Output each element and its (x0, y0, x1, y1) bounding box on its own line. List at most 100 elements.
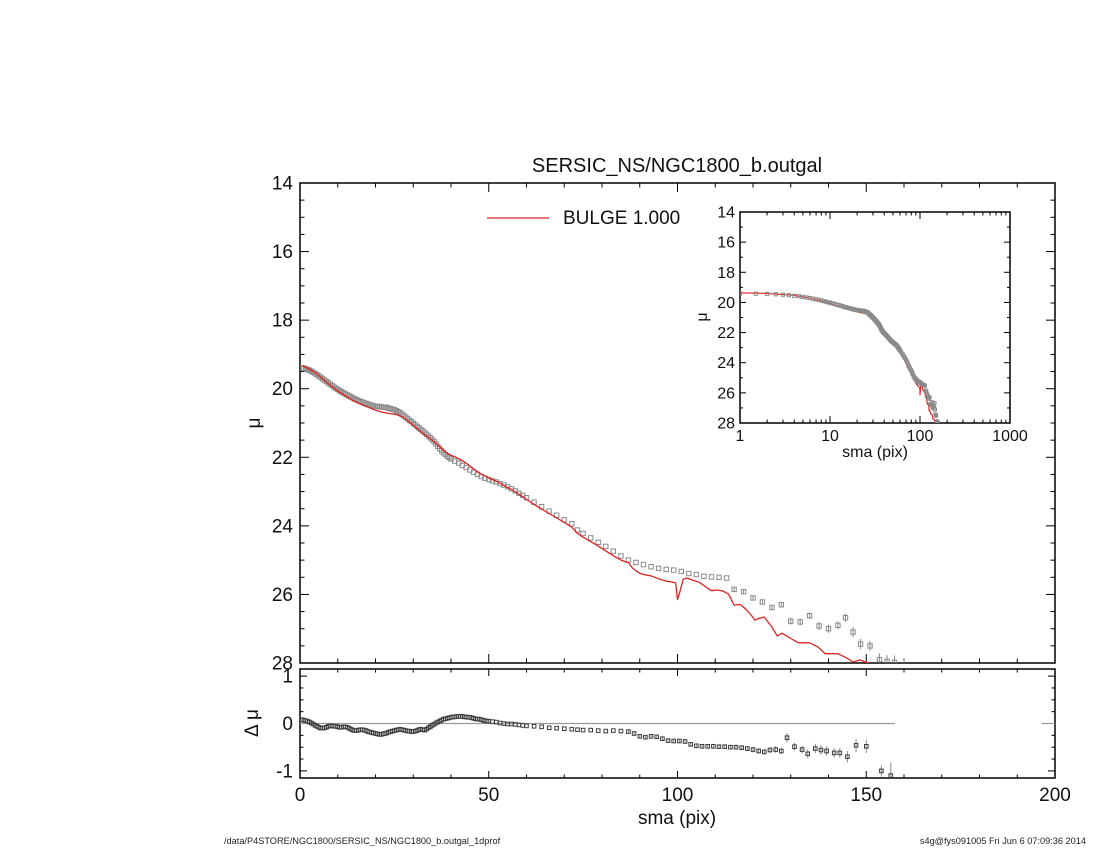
data-point-marker (633, 559, 639, 566)
data-point-marker (569, 521, 575, 527)
data-point-marker (716, 574, 722, 580)
bulge-model-line (301, 365, 870, 663)
residual-point-marker (845, 754, 850, 760)
legend-label: BULGE 1.000 (563, 208, 680, 229)
data-point-marker (603, 543, 609, 550)
residual-point-marker (805, 751, 811, 757)
data-point-marker (648, 564, 654, 570)
residual-point-marker (648, 734, 654, 739)
residual-point-marker (671, 738, 677, 744)
residual-point-marker (688, 742, 694, 747)
inset-data-point-marker (765, 291, 770, 297)
data-point-marker (686, 570, 692, 577)
inset-data-point-marker (924, 389, 929, 394)
residual-point-marker (799, 747, 805, 752)
inset-data-point-marker (935, 420, 940, 423)
tick-label: 16 (717, 235, 735, 252)
inset-data-point-marker (796, 294, 801, 299)
tick-label: 10 (821, 428, 839, 445)
inset-y-axis-label: μ (694, 312, 711, 321)
residual-point-marker (654, 734, 660, 740)
data-point-marker (708, 574, 715, 580)
data-point-marker (580, 530, 586, 537)
residual-point-marker (745, 746, 750, 751)
tick-label: 1 (736, 428, 745, 445)
residual-point-marker (611, 728, 616, 733)
residual-point-marker (711, 744, 716, 749)
data-point-marker (750, 595, 756, 601)
residual-point-marker (643, 734, 648, 740)
tick-label: 100 (662, 785, 694, 806)
inset-data-point-marker (933, 412, 938, 417)
inset-data-point-marker (905, 359, 910, 364)
tick-label: 28 (717, 416, 735, 433)
residual-point-marker (879, 768, 884, 774)
data-point-marker (678, 568, 684, 575)
inset-data-point-marker (823, 299, 828, 304)
tick-label: 18 (272, 311, 293, 332)
inset-data-point-marker (711, 292, 714, 295)
data-point-marker (759, 599, 766, 605)
data-point-marker (797, 619, 803, 625)
residual-point-marker (603, 728, 609, 734)
tick-label: 24 (272, 516, 294, 537)
residual-point-marker (490, 719, 495, 724)
residual-point-marker (750, 747, 756, 752)
tick-label: 18 (717, 265, 735, 282)
residual-point-marker (524, 723, 529, 729)
residual-point-marker (694, 743, 699, 749)
tick-label: 1 (282, 667, 293, 688)
data-point-marker (671, 567, 677, 573)
data-point-marker (497, 481, 503, 487)
residual-point-marker (779, 748, 784, 754)
main-plot-data (300, 365, 905, 663)
tick-label: 50 (478, 785, 499, 806)
data-point-marker (723, 575, 730, 581)
residual-point-marker (818, 747, 824, 753)
residual-point-marker (660, 736, 665, 742)
inset-data-point-marker (932, 401, 937, 406)
residual-point-marker (756, 748, 762, 754)
footer-path-text: /data/P4STORE/NGC1800/SERSIC_NS/NGC1800_… (224, 836, 501, 846)
data-point-marker (850, 629, 856, 635)
tick-label: 26 (272, 585, 293, 606)
data-point-marker (588, 535, 594, 541)
data-point-marker (693, 571, 700, 578)
tick-label: 22 (717, 325, 735, 342)
tick-label: -1 (276, 761, 293, 782)
data-point-marker (806, 613, 813, 619)
tick-label: 24 (717, 355, 735, 372)
bottom-x-axis-label: sma (pix) (638, 808, 716, 829)
residual-point-marker (575, 727, 580, 733)
data-point-marker (701, 573, 707, 579)
residual-point-marker (888, 773, 894, 778)
residual-point-marker (722, 744, 728, 750)
residual-point-marker (546, 725, 552, 731)
residual-point-marker (618, 728, 624, 734)
tick-label: 100 (907, 428, 934, 445)
tick-label: 28 (272, 654, 293, 675)
residual-point-marker (699, 744, 705, 749)
tick-label: 1000 (992, 428, 1028, 445)
tick-label: 0 (295, 785, 306, 806)
data-point-marker (778, 602, 784, 608)
data-point-marker (816, 623, 822, 629)
inset-data-point-marker (792, 293, 797, 298)
data-point-marker (610, 548, 616, 554)
residual-point-marker (682, 739, 688, 744)
data-point-marker (788, 618, 794, 624)
tick-label: 0 (282, 714, 293, 735)
inset-data-point-marker (819, 298, 824, 303)
residual-point-marker (531, 724, 537, 729)
inset-data-point-marker (910, 371, 915, 376)
tick-label: 20 (272, 379, 293, 400)
residual-point-marker (824, 748, 829, 754)
data-point-marker (842, 615, 849, 621)
data-point-marker (891, 659, 898, 663)
residual-plot-data (300, 714, 1055, 778)
inset-data-point-marker (929, 400, 934, 405)
residual-point-marker (728, 744, 733, 750)
tick-label: 26 (717, 385, 735, 402)
